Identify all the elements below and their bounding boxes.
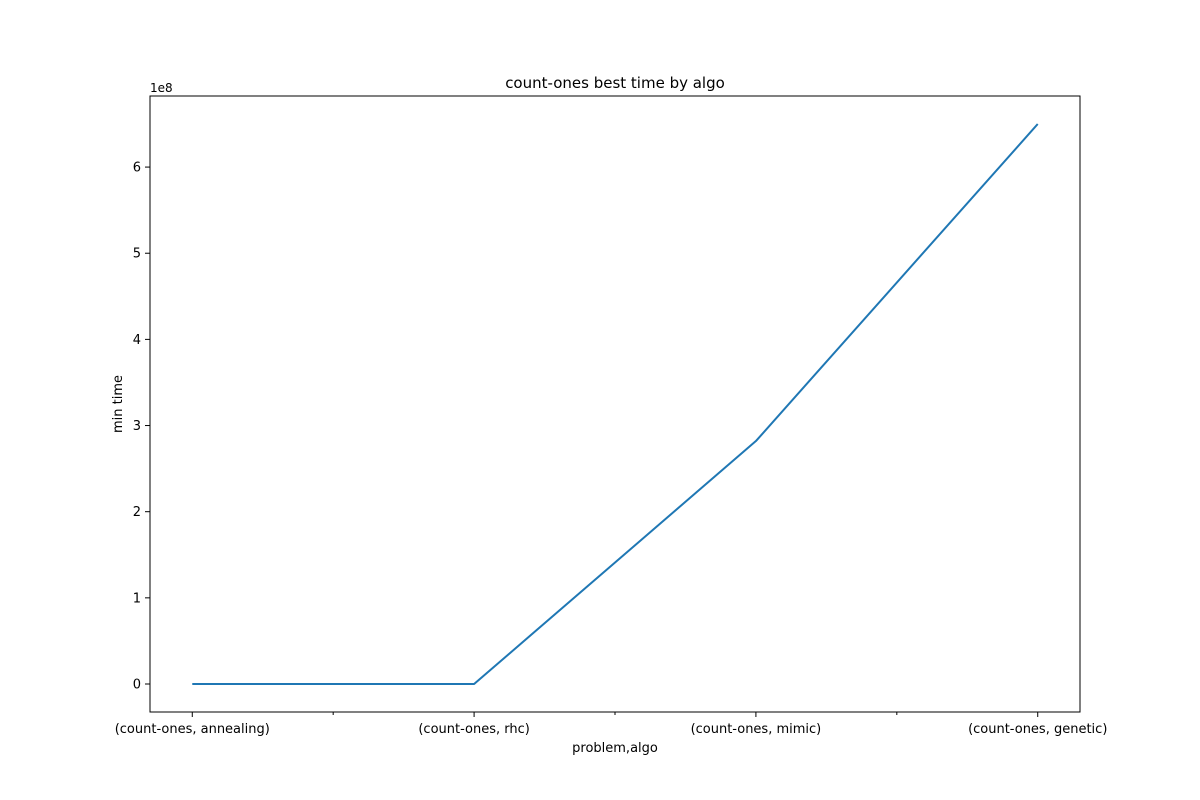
y-tick-label: 1 xyxy=(133,591,141,606)
x-axis-label: problem,algo xyxy=(572,741,658,756)
plot-frame xyxy=(149,95,1081,713)
x-tick-label: (count-ones, mimic) xyxy=(691,722,822,737)
y-tick-label: 2 xyxy=(133,505,141,520)
y-axis-offset-label: 1e8 xyxy=(150,81,173,95)
x-tick-label: (count-ones, genetic) xyxy=(968,722,1107,737)
series-line-0 xyxy=(192,123,1039,685)
y-tick-label: 4 xyxy=(133,333,141,348)
x-tick-label: (count-ones, rhc) xyxy=(418,722,529,737)
x-axis-ticks: (count-ones, annealing) (count-ones, rhc)… xyxy=(115,712,1107,737)
y-tick-label: 6 xyxy=(133,161,141,176)
y-axis-ticks: 0 1 2 3 4 5 6 xyxy=(133,161,150,693)
series-layer xyxy=(192,123,1039,685)
chart-title: count-ones best time by algo xyxy=(505,74,725,92)
x-tick-label: (count-ones, annealing) xyxy=(115,722,270,737)
y-axis-label: min time xyxy=(111,375,126,433)
y-tick-label: 0 xyxy=(133,678,141,693)
y-tick-label: 3 xyxy=(133,419,141,434)
y-tick-label: 5 xyxy=(133,247,141,262)
